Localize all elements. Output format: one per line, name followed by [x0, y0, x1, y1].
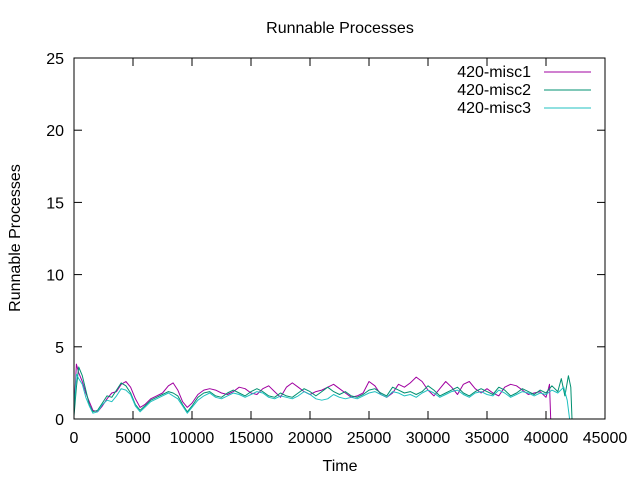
y-tick-label: 0 [55, 412, 64, 429]
legend-label-3: 420-misc3 [457, 100, 531, 117]
y-axis-label: Runnable Processes [7, 164, 24, 312]
x-tick-label: 40000 [524, 430, 569, 447]
x-tick-label: 15000 [229, 430, 274, 447]
x-tick-label: 30000 [406, 430, 451, 447]
chart-title: Runnable Processes [266, 20, 414, 37]
series-layer [73, 363, 573, 420]
plot-frame [73, 57, 606, 420]
ticks-layer: 0 5 10 15 20 25 0 5000 10000 15000 20000 25000 30000… [46, 51, 627, 447]
y-tick-label: 25 [46, 51, 64, 68]
x-tick-label: 25000 [347, 430, 392, 447]
x-tick-label: 35000 [465, 430, 510, 447]
legend-label-2: 420-misc2 [457, 82, 531, 99]
x-tick-label: 5000 [115, 430, 151, 447]
series-line-3 [73, 373, 571, 420]
x-axis-label: Time [323, 458, 358, 475]
x-tick-label: 10000 [170, 430, 215, 447]
y-tick-label: 15 [46, 195, 64, 212]
y-tick-label: 20 [46, 123, 64, 140]
x-tick-label: 20000 [288, 430, 333, 447]
legend-label-1: 420-misc1 [457, 64, 531, 81]
series-line-2 [73, 366, 573, 420]
x-tick-label: 45000 [583, 430, 628, 447]
x-tick-label: 0 [70, 430, 79, 447]
y-tick-label: 5 [55, 340, 64, 357]
y-tick-label: 10 [46, 268, 64, 285]
